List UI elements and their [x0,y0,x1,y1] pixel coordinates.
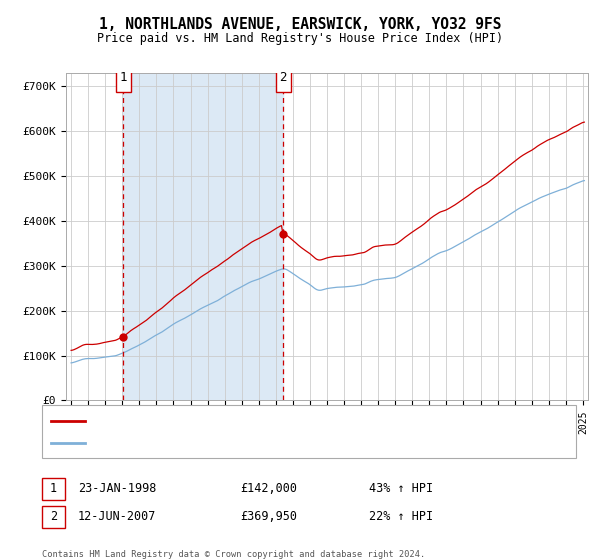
Text: 23-JAN-1998: 23-JAN-1998 [78,482,157,496]
Text: 1, NORTHLANDS AVENUE, EARSWICK, YORK, YO32 9FS: 1, NORTHLANDS AVENUE, EARSWICK, YORK, YO… [99,17,501,31]
Text: 12-JUN-2007: 12-JUN-2007 [78,510,157,524]
Text: 43% ↑ HPI: 43% ↑ HPI [369,482,433,496]
Text: £369,950: £369,950 [240,510,297,524]
Text: Price paid vs. HM Land Registry's House Price Index (HPI): Price paid vs. HM Land Registry's House … [97,31,503,45]
Bar [124,73,283,400]
Text: 2: 2 [50,510,57,524]
Bar [276,63,290,92]
Text: £142,000: £142,000 [240,482,297,496]
Text: 1: 1 [119,71,127,84]
Text: 22% ↑ HPI: 22% ↑ HPI [369,510,433,524]
Text: 1, NORTHLANDS AVENUE, EARSWICK, YORK, YO32 9FS (detached house): 1, NORTHLANDS AVENUE, EARSWICK, YORK, YO… [90,416,484,426]
Bar [116,63,131,92]
Text: HPI: Average price, detached house, York: HPI: Average price, detached house, York [90,438,340,448]
Text: 2: 2 [280,71,287,84]
Text: Contains HM Land Registry data © Crown copyright and database right 2024.
This d: Contains HM Land Registry data © Crown c… [42,550,425,560]
Text: 1: 1 [50,482,57,496]
